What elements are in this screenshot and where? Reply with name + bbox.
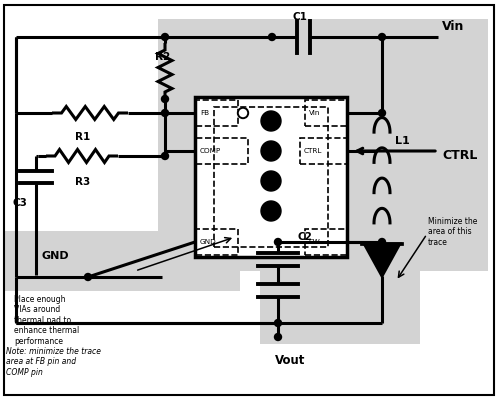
Circle shape [162,152,169,160]
Circle shape [379,109,386,117]
Circle shape [84,273,91,280]
Bar [5,231,240,291]
Bar [158,19,488,107]
Circle shape [261,141,281,161]
Circle shape [162,109,169,117]
Bar [300,138,347,164]
Circle shape [379,34,386,41]
Circle shape [261,171,281,191]
Text: FB: FB [200,110,209,116]
Text: Vin: Vin [442,20,465,32]
Text: C1: C1 [292,12,307,22]
Text: L1: L1 [395,136,410,146]
Text: CTRL: CTRL [304,148,322,154]
Circle shape [274,334,281,340]
Polygon shape [364,244,400,276]
Text: C3: C3 [12,198,27,208]
Circle shape [379,239,386,245]
Text: Vin: Vin [309,110,320,116]
Text: SW: SW [309,239,321,245]
Bar [305,100,347,126]
Text: Vout: Vout [275,354,305,367]
Bar [305,229,347,255]
Text: GND: GND [200,239,217,245]
Bar [214,107,328,247]
Bar [158,107,488,271]
Bar [196,229,238,255]
Bar [196,138,248,164]
Text: GND: GND [42,251,70,261]
Bar [260,266,420,344]
Circle shape [261,111,281,131]
Circle shape [162,34,169,41]
Circle shape [162,95,169,103]
Text: Place enough
VIAs around
thermal pad to
enhance thermal
performance: Place enough VIAs around thermal pad to … [14,295,79,346]
Text: Note: minimize the trace
area at FB pin and
COMP pin: Note: minimize the trace area at FB pin … [6,347,101,377]
Text: R1: R1 [75,132,90,142]
Text: R2: R2 [155,52,170,62]
Bar [195,97,347,257]
Circle shape [274,239,281,245]
Text: CTRL: CTRL [442,150,478,162]
Circle shape [274,320,281,326]
Bar [196,100,238,126]
Circle shape [238,108,248,118]
Text: Minimize the
area of this
trace: Minimize the area of this trace [428,217,478,247]
Circle shape [268,34,275,41]
Text: COMP: COMP [200,148,221,154]
Text: R3: R3 [75,177,90,187]
Circle shape [261,201,281,221]
Text: C2: C2 [298,232,313,242]
